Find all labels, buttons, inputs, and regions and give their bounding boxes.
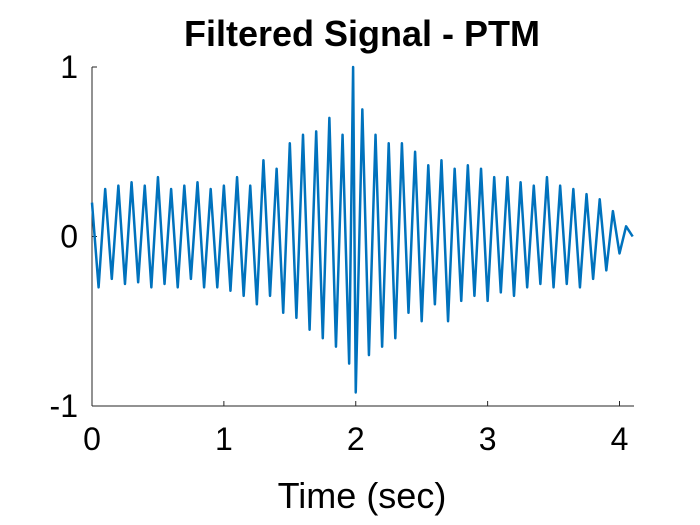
chart-title: Filtered Signal - PTM xyxy=(184,13,540,54)
signal-line xyxy=(90,65,634,394)
x-tick-label: 0 xyxy=(83,421,101,457)
y-tick-label: -1 xyxy=(50,388,78,424)
y-tick-label: 1 xyxy=(60,49,78,85)
x-axis-label: Time (sec) xyxy=(278,475,447,516)
x-tick-label: 3 xyxy=(479,421,497,457)
y-tick-label: 0 xyxy=(60,219,78,255)
x-tick-label: 4 xyxy=(611,421,629,457)
x-tick-label: 1 xyxy=(215,421,233,457)
x-tick-label: 2 xyxy=(347,421,365,457)
